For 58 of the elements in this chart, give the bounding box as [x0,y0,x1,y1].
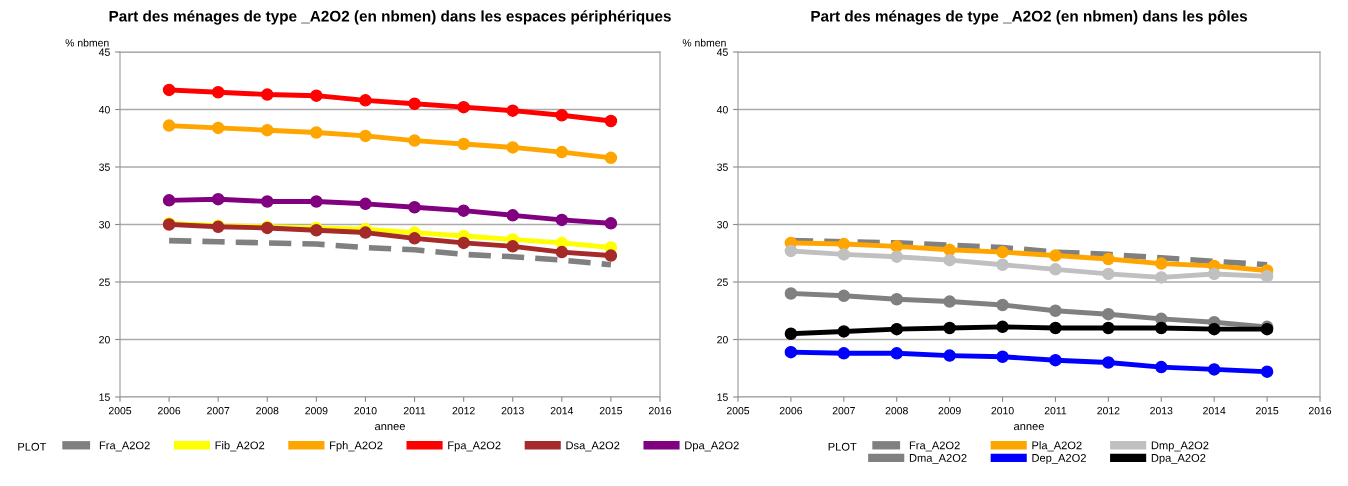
x-tick-label: 2006 [158,407,181,415]
chart-title: Part des ménages de type _A2O2 (en nbmen) dans les pôles [811,10,1248,25]
x-axis-title: annee [1014,424,1044,431]
y-tick-label: 45 [716,48,728,56]
x-tick-label: 2006 [779,407,803,415]
chart-title: Part des ménages de type _A2O2 (en nbmen) dans les espaces périphériques [109,10,671,25]
legend-label: Fph_A2O2 [330,441,383,452]
legend-label: Dsa_A2O2 [566,441,620,452]
x-tick-label: 2010 [354,407,377,415]
legend-label: Dmp_A2O2 [1151,441,1209,452]
x-tick-label: 2007 [207,407,230,415]
legend-label: Fib_A2O2 [215,441,265,452]
x-tick-label: 2008 [885,407,908,415]
y-axis-title: % nbmen [65,38,109,47]
legend-title: PLOT [18,442,47,451]
x-tick-label: 2011 [1044,407,1067,415]
x-tick-label: 2012 [452,407,475,415]
y-tick-label: 15 [717,393,728,401]
y-axis-title: % nbmen [682,38,726,47]
x-tick-label: 2009 [938,407,961,415]
y-tick-label: 30 [99,221,110,229]
x-tick-label: 2014 [550,407,574,415]
x-tick-label: 2016 [1308,407,1332,415]
x-axis-title: annee [375,424,405,431]
y-tick-label: 20 [717,336,728,344]
legend-label: Fra_A2O2 [909,441,960,452]
legend-label: Pla_A2O2 [1032,441,1082,452]
y-tick-label: 40 [716,106,728,114]
x-tick-label: 2011 [403,407,426,415]
x-tick-label: 2005 [726,407,750,415]
legend-label: Fra_A2O2 [99,441,150,452]
legend-label: Dpa_A2O2 [1151,453,1206,465]
legend-label: Dep_A2O2 [1032,453,1086,465]
x-tick-label: 2007 [832,407,855,415]
y-tick-label: 35 [99,163,110,171]
x-tick-label: 2013 [1150,407,1173,415]
x-tick-label: 2010 [991,407,1014,415]
y-tick-label: 15 [99,393,110,401]
legend-label: Dma_A2O2 [909,453,967,464]
x-tick-label: 2005 [108,407,132,415]
y-tick-label: 35 [717,163,728,171]
x-tick-label: 2015 [1256,407,1279,415]
y-tick-label: 25 [99,278,110,286]
x-tick-label: 2008 [256,407,279,415]
y-tick-label: 45 [98,48,110,56]
y-tick-label: 40 [98,106,110,114]
y-tick-label: 25 [717,278,728,286]
y-tick-label: 30 [717,221,728,229]
x-tick-label: 2009 [305,407,328,415]
y-tick-label: 20 [99,336,110,344]
x-tick-label: 2014 [1203,407,1226,415]
x-tick-label: 2016 [648,407,672,415]
x-tick-label: 2013 [501,407,524,415]
legend-label: Fpa_A2O2 [448,441,501,452]
legend-label: Dpa_A2O2 [685,441,739,452]
x-tick-label: 2012 [1097,407,1120,415]
legend-title: PLOT [828,442,857,451]
x-tick-label: 2015 [599,407,623,415]
